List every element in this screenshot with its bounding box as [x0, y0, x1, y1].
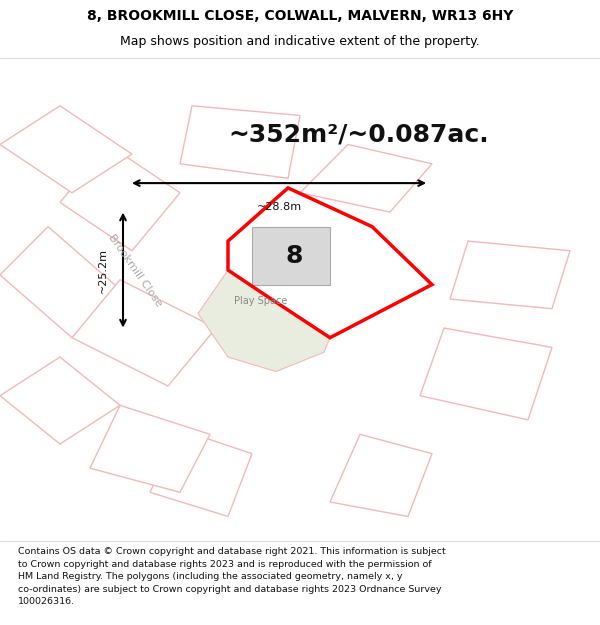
Polygon shape: [0, 357, 120, 444]
Polygon shape: [0, 106, 132, 192]
Text: ~25.2m: ~25.2m: [98, 248, 108, 292]
Polygon shape: [0, 227, 120, 338]
Text: 8, BROOKMILL CLOSE, COLWALL, MALVERN, WR13 6HY: 8, BROOKMILL CLOSE, COLWALL, MALVERN, WR…: [87, 9, 513, 23]
Polygon shape: [450, 241, 570, 309]
Text: Map shows position and indicative extent of the property.: Map shows position and indicative extent…: [120, 35, 480, 48]
Text: Brookmill Close: Brookmill Close: [106, 232, 164, 308]
Polygon shape: [420, 328, 552, 420]
Polygon shape: [300, 144, 432, 212]
Text: Contains OS data © Crown copyright and database right 2021. This information is : Contains OS data © Crown copyright and d…: [18, 548, 446, 606]
Text: 8: 8: [286, 244, 302, 268]
Polygon shape: [252, 227, 330, 284]
Polygon shape: [60, 144, 180, 251]
Polygon shape: [180, 106, 300, 178]
Text: ~28.8m: ~28.8m: [256, 202, 302, 212]
Text: Play Space: Play Space: [235, 296, 287, 306]
Polygon shape: [330, 434, 432, 516]
Text: ~352m²/~0.087ac.: ~352m²/~0.087ac.: [228, 122, 488, 147]
Polygon shape: [72, 280, 216, 386]
Polygon shape: [198, 270, 330, 371]
Polygon shape: [150, 429, 252, 516]
Polygon shape: [90, 406, 210, 492]
